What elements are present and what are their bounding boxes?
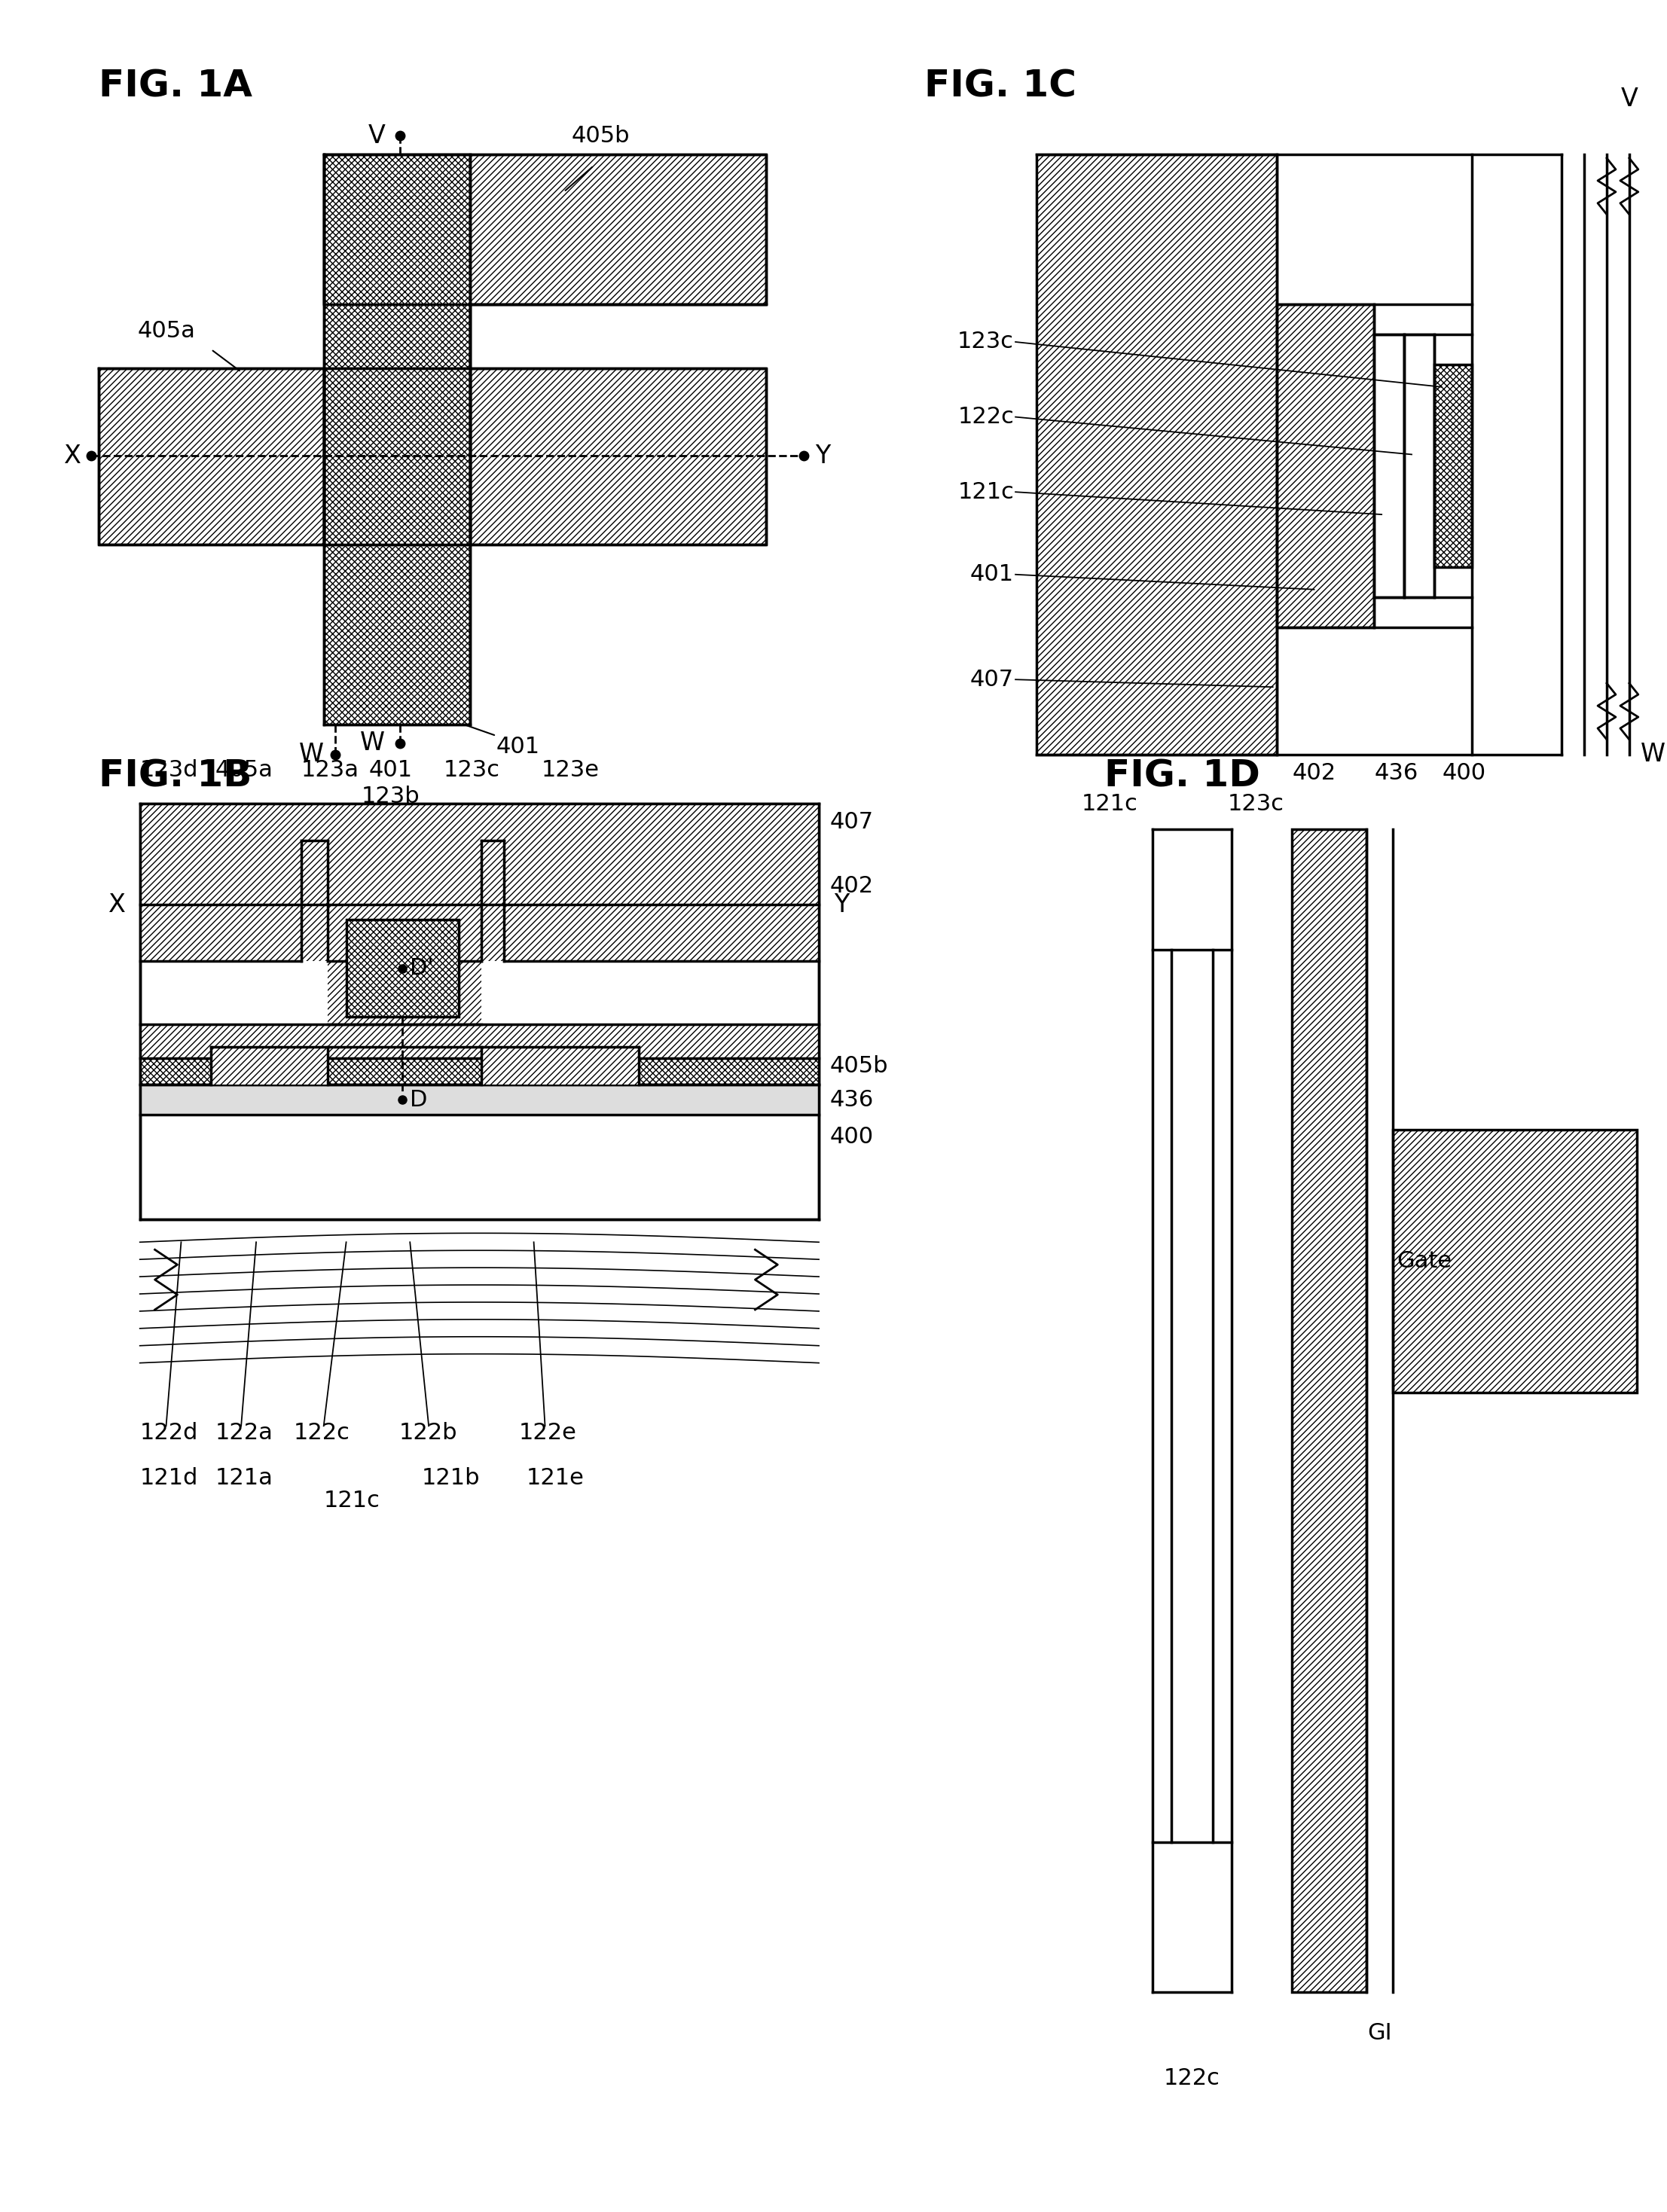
Text: 123a: 123a	[302, 759, 358, 781]
Bar	[1037, 155, 1277, 754]
Bar	[140, 803, 818, 841]
Text: 123d: 123d	[140, 759, 198, 781]
Text: 122c: 122c	[957, 407, 1014, 427]
Text: 123c: 123c	[1227, 792, 1284, 814]
Text: 436: 436	[1375, 763, 1419, 783]
Bar	[470, 367, 767, 544]
Text: 122d: 122d	[140, 1422, 198, 1444]
Text: 405b: 405b	[830, 1055, 889, 1077]
Bar	[323, 367, 470, 544]
Text: 405b: 405b	[572, 126, 630, 146]
Text: V: V	[1620, 86, 1639, 113]
Bar	[323, 544, 470, 726]
Bar	[1404, 334, 1434, 597]
Bar	[327, 960, 482, 1024]
Text: 407: 407	[970, 668, 1014, 690]
Text: 122c: 122c	[293, 1422, 350, 1444]
Text: Y: Y	[834, 891, 849, 918]
Text: 123b: 123b	[362, 785, 420, 807]
Text: 123e: 123e	[542, 759, 598, 781]
Bar	[1292, 830, 1367, 1993]
Text: 121e: 121e	[527, 1467, 583, 1489]
Text: FIG. 1A: FIG. 1A	[98, 69, 252, 104]
Text: FIG. 1B: FIG. 1B	[98, 759, 252, 794]
Text: 402: 402	[1292, 763, 1335, 783]
Bar	[140, 803, 818, 1219]
Text: 121c: 121c	[1082, 792, 1139, 814]
Bar	[1394, 1130, 1637, 1391]
Text: 121a: 121a	[215, 1467, 273, 1489]
Text: X: X	[63, 445, 82, 469]
Text: FIG. 1D: FIG. 1D	[1104, 759, 1260, 794]
Text: 405a: 405a	[215, 759, 273, 781]
Text: W: W	[1640, 741, 1665, 768]
Text: GI: GI	[1367, 2022, 1392, 2044]
Bar	[1472, 155, 1562, 754]
Text: 121c: 121c	[957, 480, 1014, 502]
Text: Y: Y	[815, 445, 830, 469]
Text: 407: 407	[830, 812, 874, 834]
Text: 401: 401	[970, 564, 1014, 586]
Text: 123c: 123c	[957, 332, 1014, 354]
Text: 400: 400	[1442, 763, 1485, 783]
Text: 401: 401	[368, 759, 412, 781]
Bar	[482, 1046, 638, 1084]
Text: 122a: 122a	[215, 1422, 273, 1444]
Bar	[140, 1057, 818, 1084]
Text: 400: 400	[830, 1126, 874, 1148]
Text: W: W	[360, 730, 385, 757]
Bar	[140, 1024, 818, 1057]
Text: D: D	[410, 1088, 427, 1110]
Bar	[323, 155, 470, 367]
Bar	[98, 367, 323, 544]
Text: V: V	[368, 124, 385, 148]
Text: W: W	[298, 741, 323, 768]
Bar	[1374, 334, 1404, 597]
Text: 405a: 405a	[137, 321, 195, 343]
Text: 122b: 122b	[398, 1422, 457, 1444]
Text: 121c: 121c	[323, 1489, 380, 1511]
Text: 401: 401	[497, 737, 540, 759]
Text: FIG. 1C: FIG. 1C	[924, 69, 1077, 104]
Bar	[140, 803, 818, 960]
Bar	[1277, 305, 1374, 626]
Bar	[503, 841, 818, 960]
Bar	[212, 1046, 327, 1084]
Text: 436: 436	[830, 1088, 874, 1110]
Text: D': D'	[410, 958, 433, 980]
Bar	[323, 155, 767, 305]
Text: 122c: 122c	[1164, 2068, 1220, 2088]
Bar	[1434, 365, 1472, 566]
Bar	[140, 841, 302, 960]
Text: 121d: 121d	[140, 1467, 198, 1489]
Text: X: X	[108, 891, 127, 918]
Text: Gate: Gate	[1397, 1250, 1452, 1272]
Bar	[347, 920, 458, 1018]
Text: 123c: 123c	[443, 759, 500, 781]
Text: 122e: 122e	[518, 1422, 577, 1444]
Text: 121b: 121b	[422, 1467, 480, 1489]
Bar	[140, 1084, 818, 1115]
Text: 402: 402	[830, 876, 874, 896]
